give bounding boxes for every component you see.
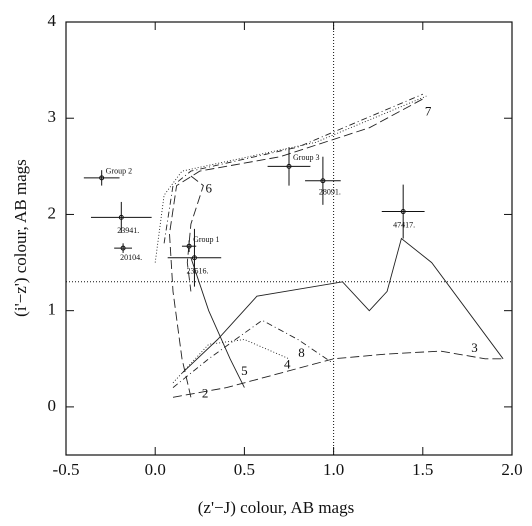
model-track xyxy=(181,237,504,374)
x-tick-label: 1.5 xyxy=(412,460,433,479)
data-point xyxy=(286,163,292,169)
model-track xyxy=(163,93,423,244)
track-label: 2 xyxy=(202,385,209,400)
point-label: 23516. xyxy=(186,267,208,276)
point-label: 47417. xyxy=(393,220,415,229)
data-point xyxy=(99,175,105,181)
data-point xyxy=(191,255,197,261)
track-label: 3 xyxy=(471,340,478,355)
plot-frame xyxy=(65,21,513,456)
data-point xyxy=(186,243,192,249)
data-point xyxy=(320,178,326,184)
x-tick-label: -0.5 xyxy=(53,460,80,479)
data-point xyxy=(120,245,126,251)
y-axis-label: (i'−z') colour, AB mags xyxy=(11,159,30,317)
point-label: 28091. xyxy=(319,188,341,197)
y-tick-label: 1 xyxy=(48,300,57,319)
track-label: 6 xyxy=(205,180,212,195)
model-track xyxy=(169,98,424,398)
y-tick-label: 2 xyxy=(48,203,57,222)
model-track xyxy=(172,319,334,388)
point-label: Group 3 xyxy=(293,153,319,162)
track-label: 7 xyxy=(425,103,432,118)
y-tick-label: 0 xyxy=(48,396,57,415)
model-track xyxy=(190,257,245,388)
y-tick-label: 4 xyxy=(48,11,57,30)
track-label: 5 xyxy=(241,363,248,378)
x-tick-label: 0.0 xyxy=(145,460,166,479)
point-label: Group 2 xyxy=(106,167,132,176)
y-tick-label: 3 xyxy=(48,107,57,126)
data-point xyxy=(400,209,406,215)
model-track xyxy=(172,350,504,398)
track-label: 4 xyxy=(284,356,291,371)
x-tick-label: 1.0 xyxy=(323,460,344,479)
data-point xyxy=(118,214,124,220)
x-tick-label: 2.0 xyxy=(501,460,522,479)
point-label: 23941. xyxy=(117,226,139,235)
model-track xyxy=(186,175,204,292)
point-label: 20104. xyxy=(120,253,142,262)
x-tick-label: 0.5 xyxy=(234,460,255,479)
point-label: Group 1 xyxy=(193,235,219,244)
model-track xyxy=(154,95,427,263)
track-label: 8 xyxy=(298,345,305,360)
x-axis-label: (z'−J) colour, AB mags xyxy=(198,498,354,517)
